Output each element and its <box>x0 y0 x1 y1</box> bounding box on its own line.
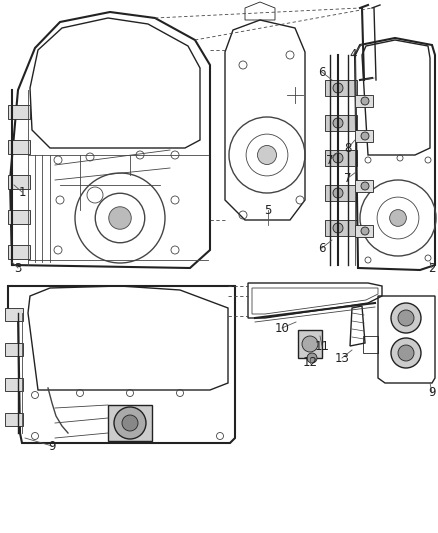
Bar <box>8 175 30 189</box>
Circle shape <box>333 118 343 128</box>
Circle shape <box>333 83 343 93</box>
Text: 10: 10 <box>275 321 290 335</box>
Text: 5: 5 <box>264 204 272 216</box>
Bar <box>5 308 23 321</box>
Bar <box>8 105 30 119</box>
Circle shape <box>361 227 369 235</box>
Circle shape <box>361 97 369 105</box>
Text: 3: 3 <box>14 262 22 274</box>
Text: 13: 13 <box>335 351 350 365</box>
Bar <box>325 150 357 166</box>
Circle shape <box>361 182 369 190</box>
Bar <box>5 343 23 356</box>
Bar <box>325 80 357 96</box>
Bar <box>5 413 23 426</box>
Bar <box>298 330 322 358</box>
Circle shape <box>114 407 146 439</box>
Text: 9: 9 <box>48 440 56 453</box>
Text: 7: 7 <box>326 154 334 166</box>
Text: 2: 2 <box>428 262 436 274</box>
Bar <box>325 220 357 236</box>
Text: 9: 9 <box>428 386 436 400</box>
Bar <box>355 180 373 192</box>
Circle shape <box>333 223 343 233</box>
Bar <box>325 185 357 201</box>
Circle shape <box>398 345 414 361</box>
Text: 4: 4 <box>349 49 357 61</box>
Bar <box>325 115 357 131</box>
Text: 11: 11 <box>314 340 329 352</box>
Text: 6: 6 <box>318 241 326 254</box>
Circle shape <box>391 338 421 368</box>
Circle shape <box>333 153 343 163</box>
Bar <box>355 130 373 142</box>
Bar <box>8 245 30 259</box>
Text: 8: 8 <box>344 141 352 155</box>
Bar <box>5 378 23 391</box>
Circle shape <box>333 188 343 198</box>
Circle shape <box>109 207 131 229</box>
Circle shape <box>391 303 421 333</box>
Text: 12: 12 <box>303 357 318 369</box>
Circle shape <box>122 415 138 431</box>
Circle shape <box>390 209 406 227</box>
Circle shape <box>258 146 276 165</box>
Text: 6: 6 <box>318 66 326 78</box>
Circle shape <box>307 353 317 363</box>
Bar <box>108 405 152 441</box>
Circle shape <box>361 132 369 140</box>
Text: 1: 1 <box>18 185 26 198</box>
Bar <box>8 210 30 224</box>
Bar <box>355 95 373 107</box>
Bar <box>355 225 373 237</box>
Circle shape <box>398 310 414 326</box>
Text: 7: 7 <box>344 172 352 184</box>
Circle shape <box>302 336 318 352</box>
Bar <box>8 140 30 154</box>
